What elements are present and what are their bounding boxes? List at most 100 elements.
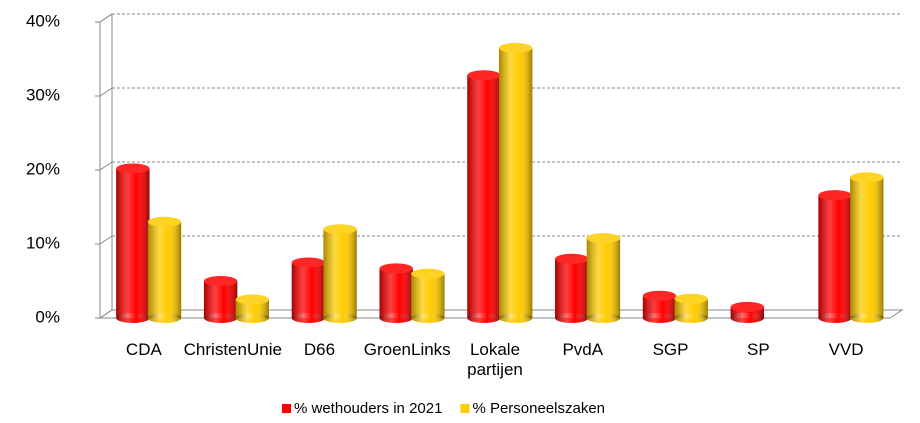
bar [116, 163, 150, 323]
bar-base-shade [674, 313, 708, 323]
bar-top [116, 163, 150, 174]
bar-shade [379, 268, 413, 318]
bar-shade [411, 273, 445, 318]
bar-top-shade [411, 268, 445, 279]
bar-base-shade [411, 313, 445, 323]
bar-base-shade [642, 313, 677, 323]
bar-top-shade [498, 42, 533, 53]
bar-shade [323, 229, 357, 318]
bar-shade [674, 298, 708, 318]
bar [203, 276, 238, 323]
x-tick-label: Lokale partijen [467, 340, 523, 379]
bar-shade [730, 306, 764, 318]
bar-top-shade [642, 290, 677, 301]
legend-label: % Personeelszaken [472, 400, 605, 417]
x-tick-label: GroenLinks [363, 340, 451, 359]
x-tick-label: SP [746, 340, 770, 359]
legend-label: % wethouders in 2021 [294, 400, 442, 417]
bar-top-shade [555, 253, 589, 264]
bar-shade [291, 262, 326, 318]
bar-shade [498, 47, 533, 319]
bar-top [818, 190, 852, 201]
bar-top-shade [674, 293, 708, 304]
x-tick-label: ChristenUnie [183, 340, 282, 359]
bar-top [147, 216, 182, 227]
bar-shade [586, 238, 621, 318]
bar [586, 233, 621, 323]
bar-top [323, 224, 357, 235]
bar [291, 257, 326, 323]
bar [235, 294, 269, 323]
bar-top-shade [323, 224, 357, 235]
bar [498, 42, 533, 323]
depth-line [99, 161, 113, 171]
depth-line [99, 87, 113, 97]
bar-shade [147, 221, 182, 318]
bar-top [674, 293, 708, 304]
bar [323, 224, 357, 323]
bar-shade [818, 195, 852, 318]
bar-top-shade [467, 70, 501, 81]
bar-top [235, 294, 269, 305]
bar-shade [467, 75, 501, 318]
bar-top [642, 290, 677, 301]
bar-top-shade [850, 172, 884, 183]
bar-top [850, 172, 884, 183]
bar-shade [850, 177, 884, 318]
x-tick-label: PvdA [562, 340, 604, 359]
bar [674, 293, 708, 323]
bar-top [203, 276, 238, 286]
bar-base-shade [586, 313, 621, 323]
bar [411, 268, 445, 323]
bar-shade [642, 295, 677, 318]
bar-top-shade [586, 233, 621, 244]
bar-top-shade [379, 263, 413, 274]
bar-top-shade [116, 163, 150, 174]
bar-top [555, 253, 589, 264]
bar [555, 253, 589, 323]
bar-top [730, 301, 764, 312]
bar-base-shade [467, 313, 501, 323]
bar-base-shade [498, 313, 533, 323]
bar-base-shade [555, 313, 589, 323]
bar-base-shade [323, 313, 357, 323]
bar-base-shade [850, 313, 884, 323]
legend-swatch [460, 404, 470, 413]
bar [379, 263, 413, 323]
bar-top-shade [147, 216, 182, 227]
bar-shade [235, 299, 269, 318]
y-tick-label: 20% [26, 159, 60, 178]
bar [642, 290, 677, 323]
bar-base-shade [235, 313, 269, 323]
legend-swatch [282, 404, 291, 413]
bar-top [467, 70, 501, 81]
bar [850, 172, 884, 323]
bar-shade [555, 258, 589, 318]
bar-base-shade [291, 313, 326, 323]
bar-top [586, 233, 621, 244]
bar-top-shade [730, 301, 764, 312]
x-tick-label: D66 [303, 340, 336, 359]
y-tick-label: 0% [35, 307, 60, 326]
bar-shade [203, 281, 238, 318]
bar [730, 301, 764, 323]
bar-base-shade [203, 313, 238, 323]
bar-top-shade [203, 276, 238, 286]
y-tick-label: 10% [26, 233, 60, 252]
bar [147, 216, 182, 323]
bar [467, 70, 501, 323]
bar-top [411, 268, 445, 279]
depth-line [99, 13, 113, 23]
bar-base-shade [379, 313, 413, 323]
bar-shade [116, 168, 150, 318]
bar-base-shade [147, 313, 182, 323]
y-tick-label: 40% [26, 11, 60, 30]
bar [818, 190, 852, 323]
bar-base-shade [730, 313, 764, 323]
x-tick-label: CDA [125, 340, 162, 359]
bar-base-shade [818, 313, 852, 323]
bar-top-shade [818, 190, 852, 201]
bar-top [498, 42, 533, 53]
